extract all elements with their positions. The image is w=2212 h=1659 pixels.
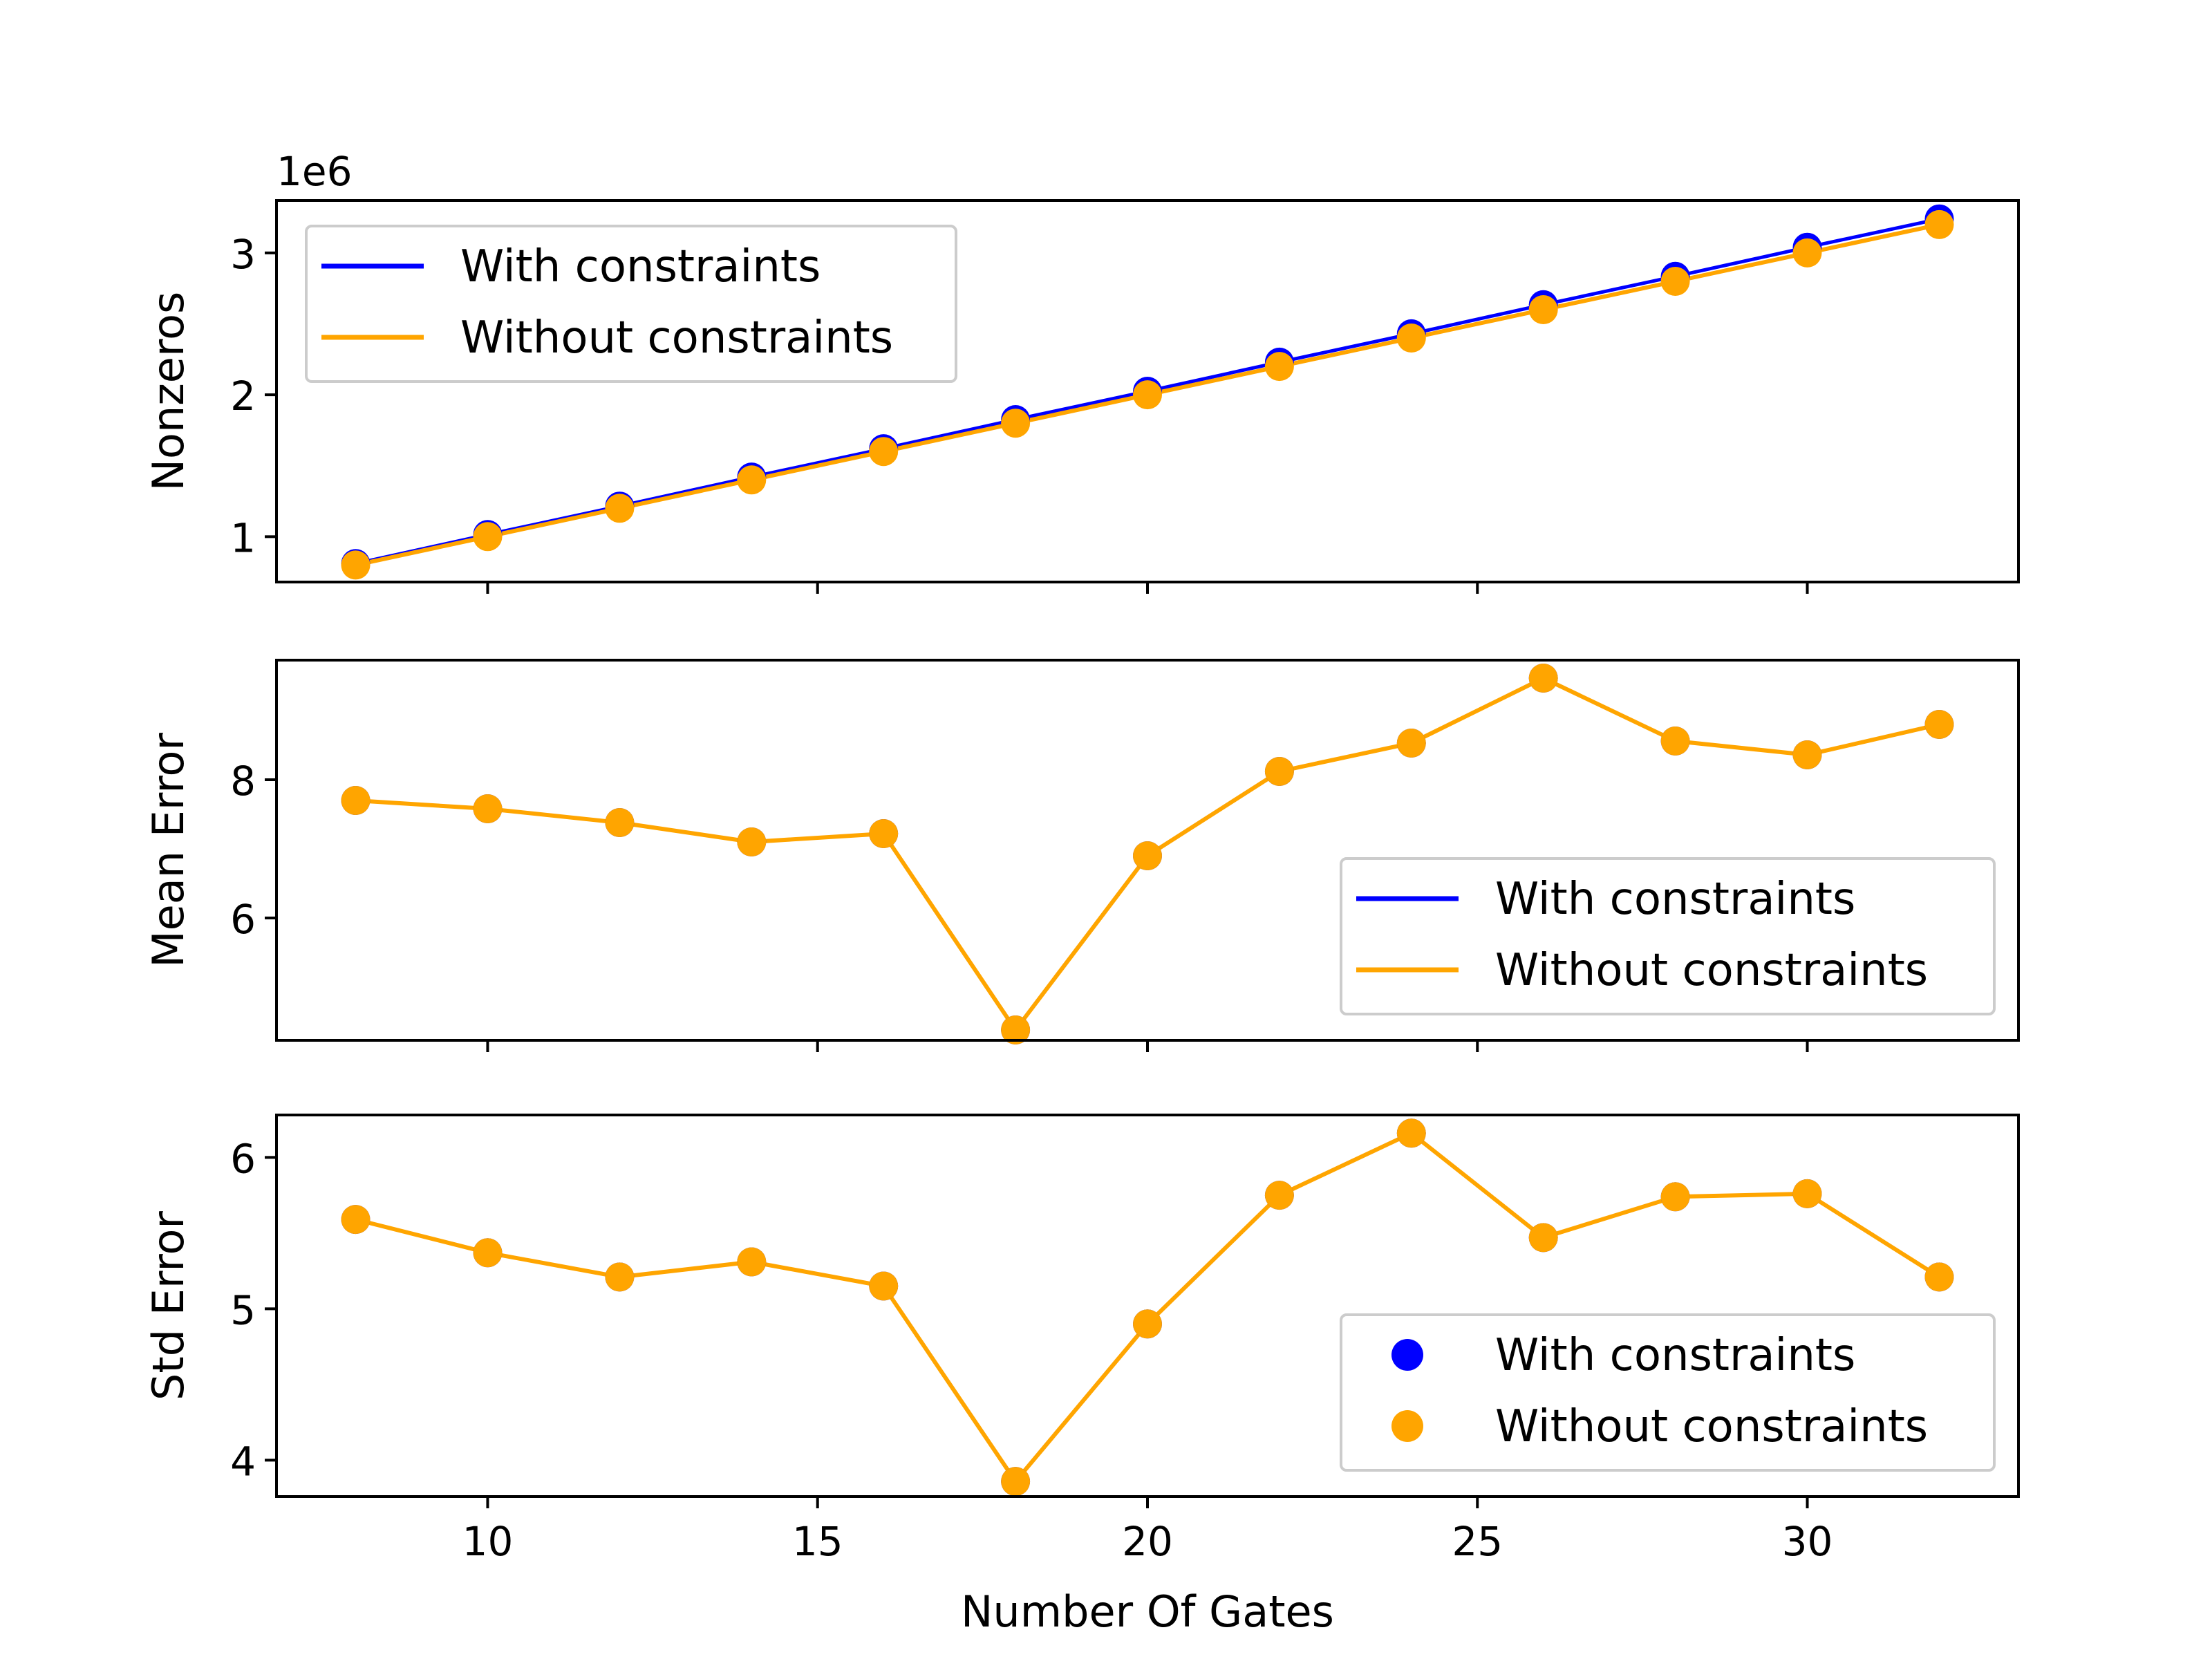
panel-2: 6 8 Mean Error With constraints Without cons… <box>143 659 2020 1052</box>
data-point-without <box>1660 727 1690 756</box>
legend-box <box>1340 1313 1996 1472</box>
data-point-without <box>605 494 635 523</box>
x-tick-label: 20 <box>1122 1518 1173 1565</box>
panel-1: 1 2 3 Nonzeros 1e6 With constraints Without co… <box>143 148 2020 594</box>
y-tick-label: 4 <box>230 1438 256 1485</box>
data-point-without <box>1792 238 1822 268</box>
data-point-without <box>473 794 503 823</box>
legend: With constraints Without constraints <box>1340 1313 1996 1472</box>
data-point-without <box>1396 324 1426 353</box>
data-point-without <box>1264 352 1294 382</box>
data-point-without <box>1924 710 1954 739</box>
data-point-without <box>1396 729 1426 758</box>
data-point-without <box>1001 1467 1031 1497</box>
legend-swatch <box>1391 1339 1423 1371</box>
x-tick-label: 15 <box>792 1518 843 1565</box>
data-point-without <box>1133 841 1162 870</box>
data-point-without <box>1133 1309 1162 1339</box>
x-tick-label: 10 <box>462 1518 514 1565</box>
y-tick-label: 6 <box>230 1135 256 1182</box>
data-point-without <box>1924 1262 1954 1292</box>
y-tick-label: 5 <box>230 1286 256 1333</box>
legend: With constraints Without constraints <box>1340 857 1996 1015</box>
data-point-without <box>473 522 503 552</box>
data-point-without <box>605 1262 635 1292</box>
data-point-without <box>1792 740 1822 769</box>
data-point-without <box>341 786 371 815</box>
data-point-without <box>1001 409 1031 438</box>
legend-label: Without constraints <box>460 312 893 364</box>
data-point-without <box>1660 1182 1690 1212</box>
data-point-without <box>341 1205 371 1235</box>
legend-label: Without constraints <box>1495 945 1928 996</box>
data-point-without <box>1660 267 1690 296</box>
y-axis-label: Mean Error <box>143 733 194 968</box>
data-point-without <box>1264 1181 1294 1210</box>
data-point-without <box>737 1247 767 1277</box>
y-tick-label: 6 <box>230 896 256 943</box>
y-tick-label: 1 <box>230 514 256 561</box>
data-point-without <box>1133 380 1162 410</box>
legend-box <box>1340 857 1996 1015</box>
data-point-without <box>1924 209 1954 239</box>
data-point-without <box>1528 295 1558 324</box>
legend-label: With constraints <box>460 241 821 292</box>
data-point-without <box>1792 1179 1822 1208</box>
x-tick-label: 25 <box>1452 1518 1503 1565</box>
data-point-without <box>869 437 899 467</box>
data-point-without <box>1264 757 1294 786</box>
data-point-without <box>605 808 635 837</box>
data-point-without <box>341 550 371 580</box>
data-point-without <box>1528 1223 1558 1253</box>
x-tick-label: 30 <box>1782 1518 1833 1565</box>
legend-swatch <box>1391 1410 1423 1442</box>
legend-label: Without constraints <box>1495 1401 1928 1452</box>
data-point-without <box>1528 664 1558 693</box>
data-point-without <box>1001 1015 1031 1044</box>
data-point-without <box>473 1238 503 1268</box>
x-axis-label: Number Of Gates <box>961 1586 1334 1637</box>
data-point-without <box>869 1271 899 1301</box>
data-point-without <box>737 465 767 495</box>
legend-label: With constraints <box>1495 1330 1855 1381</box>
data-point-without <box>1396 1118 1426 1148</box>
panels: 1 2 3 Nonzeros 1e6 With constraints Without co… <box>143 148 2020 1565</box>
axis-offset-text: 1e6 <box>276 148 353 195</box>
data-point-without <box>869 819 899 848</box>
data-point-without <box>737 827 767 856</box>
y-tick-label: 3 <box>230 231 256 278</box>
y-axis-label: Nonzeros <box>143 292 194 491</box>
legend-box <box>305 225 957 383</box>
legend: With constraints Without constraints <box>305 225 957 383</box>
legend-label: With constraints <box>1495 874 1855 925</box>
y-tick-label: 2 <box>230 373 256 420</box>
y-tick-label: 8 <box>230 758 256 805</box>
y-axis-label: Std Error <box>143 1211 194 1400</box>
